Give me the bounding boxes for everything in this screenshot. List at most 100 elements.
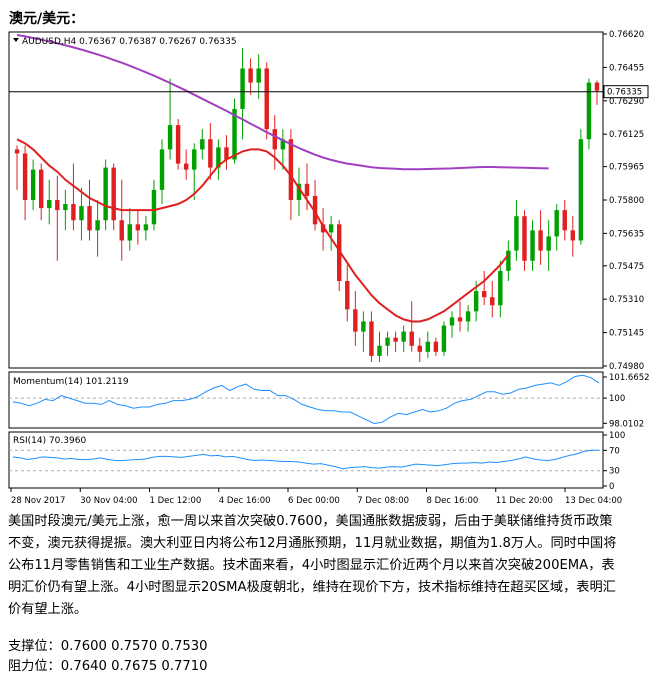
candle-body [594,82,600,91]
candle-body [465,311,471,322]
paragraph-line: 美国时段澳元/美元上涨，愈一周以来首次突破0.7600，美国通胀数据疲弱，后由于… [8,514,613,529]
candle-body [200,139,205,150]
momentum-label: Momentum(14) 101.2119 [13,377,129,387]
indicator-line [12,449,599,470]
candle-body [111,167,116,221]
candle-body [481,291,487,298]
momentum-panel [8,371,604,429]
candle-body [425,341,431,352]
candle-body [296,183,302,200]
candle-body [578,139,584,241]
indicator-tick-label: 0 [609,482,614,492]
candle-body [369,321,374,356]
time-tick-label: 30 Nov 04:00 [80,496,137,506]
levels: 支撑位：0.7600 0.7570 0.7530 阻力位：0.7640 0.76… [8,637,208,677]
candle-body [409,331,414,346]
candle-body [159,149,165,190]
candle-body [312,195,318,225]
rsi-panel [8,431,604,489]
page-heading: 澳元/美元： [9,11,85,27]
candle-body [240,68,245,109]
indicator-tick-label: 30 [609,467,620,477]
candle-body [248,68,253,83]
candle-body [216,147,221,168]
paragraph-line: 公布11月零售销售和工业生产数据。技术面来看，4小时图显示汇价近两个月以来首次突… [8,558,615,573]
candle-body [208,139,213,168]
rsi-label: RSI(14) 70.3960 [13,436,86,446]
candle-body [192,149,197,170]
price-tick-label: 0.75965 [609,163,644,173]
candle-body [127,224,133,241]
indicator-tick-label: 100 [609,431,625,441]
current-price-box [603,85,649,99]
candle-body [224,147,229,160]
candle-body [433,341,439,352]
candle-body [256,68,261,83]
candle-body [522,216,527,261]
candle-body [345,280,350,310]
candle-body [449,317,455,326]
price-tick-label: 0.76455 [609,63,644,73]
current-price-label: 0.76335 [607,88,642,98]
candle-body [490,297,495,306]
candle-body [377,345,382,356]
candle-body [385,337,390,346]
paragraph-line: 价有望上涨。 [8,602,88,617]
candle-body [71,204,76,221]
candle-body [473,291,479,312]
price-tick-label: 0.76125 [609,130,644,140]
support-levels: 支撑位：0.7600 0.7570 0.7530 [8,639,208,654]
paragraph-line: 明汇价仍有望上涨。4小时图显示20SMA极度朝北，维持在现价下方，技术指标维持在… [8,580,616,595]
candle-body [30,169,36,200]
candle-body [417,345,422,352]
ema200-line [16,34,549,171]
candle-body [393,337,398,342]
resistance-levels: 阻力位：0.7640 0.7675 0.7710 [8,659,208,674]
price-tick-label: 0.76620 [609,30,644,40]
time-tick-label: 4 Dec 16:00 [219,496,271,506]
candle-body [361,321,366,332]
candle-body [530,230,535,261]
candle-body [538,230,543,251]
candle-body [22,153,28,200]
candle-body [38,169,44,209]
candle-body [47,200,52,209]
candle-body [55,200,60,211]
candle-body [272,129,277,150]
candle-body [328,224,334,233]
candle-body [264,68,269,130]
time-tick-label: 11 Dec 20:00 [496,496,553,506]
candle-body [353,309,358,332]
candle-body [586,82,592,140]
sma20-line [16,138,510,323]
candle-body [506,250,511,271]
candle-body [135,224,141,231]
candle-body [457,317,463,322]
time-tick-label: 13 Dec 04:00 [565,496,622,506]
paragraph-line: 不变，澳元获得提振。澳大利亚日内将公布12月通胀预期，11月就业数据，期值为1.… [8,536,617,551]
candle-body [514,216,519,251]
indicator-tick-label: 70 [609,446,620,456]
price-tick-label: 0.75310 [609,295,644,305]
collapse-triangle-icon[interactable] [13,38,19,42]
price-tick-label: 0.75145 [609,329,644,339]
time-tick-label: 6 Dec 00:00 [288,496,340,506]
candle-body [280,139,286,150]
candle-body [320,224,326,233]
candle-body [554,210,559,237]
candle-body [232,108,237,160]
candle-body [79,206,84,221]
candle-body [183,163,189,170]
candle-body [401,331,406,342]
time-tick-label: 8 Dec 16:00 [427,496,479,506]
analysis-paragraph: 美国时段澳元/美元上涨，愈一周以来首次突破0.7600，美国通胀数据疲弱，后由于… [8,511,663,621]
candle-body [288,139,294,200]
indicator-tick-label: 100 [609,394,625,404]
candle-body [151,189,157,225]
candle-body [167,125,173,150]
candle-body [95,220,100,231]
candle-body [14,149,20,154]
momentum-marks: 101.6652 100 98.0102 [9,373,650,429]
symbol-label: AUDUSD,H4 0.76367 0.76387 0.76267 0.7633… [22,37,237,47]
candle-body [175,125,181,164]
